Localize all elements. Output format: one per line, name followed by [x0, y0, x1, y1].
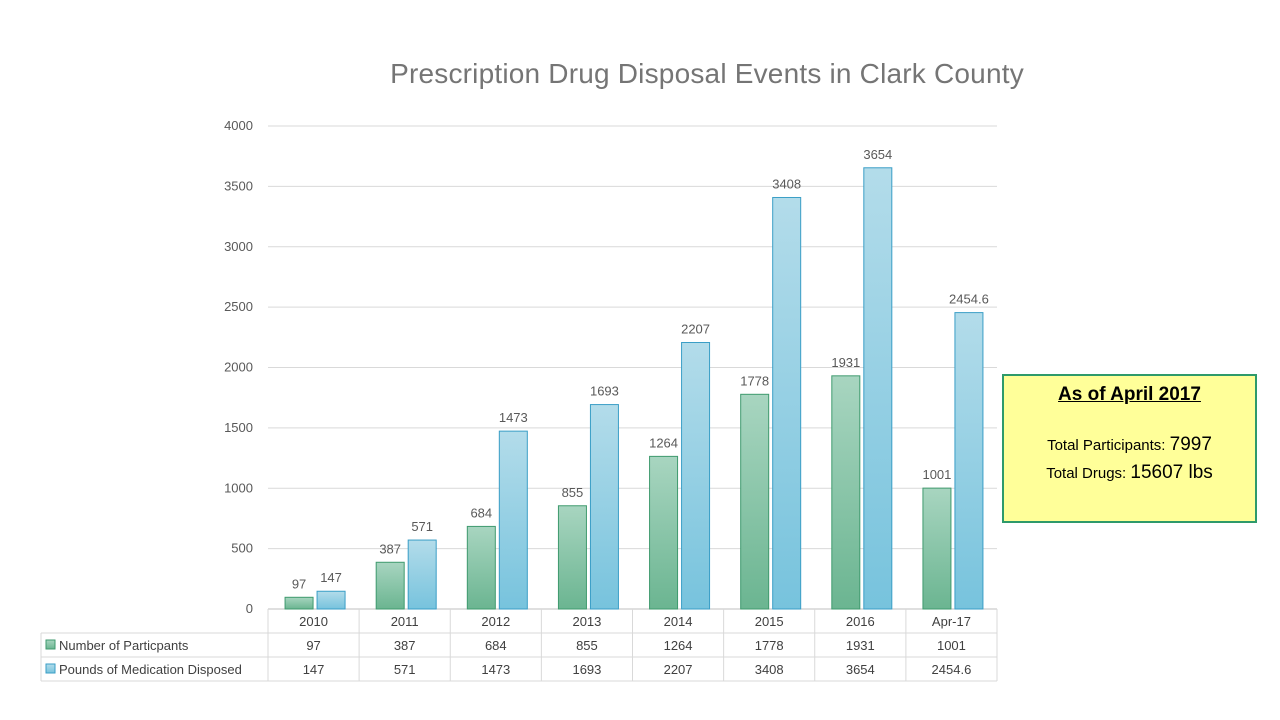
- y-tick-label: 0: [246, 601, 253, 616]
- table-cell: 1778: [755, 638, 784, 653]
- x-tick-label: 2011: [391, 614, 419, 629]
- summary-heading: As of April 2017: [1058, 384, 1201, 405]
- table-cell: 1693: [572, 662, 601, 677]
- x-tick-label: Apr-17: [932, 614, 971, 629]
- table-cell: 855: [576, 638, 598, 653]
- data-label: 2454.6: [949, 292, 989, 307]
- table-cell: 2207: [664, 662, 693, 677]
- y-tick-label: 1000: [224, 480, 253, 495]
- table-cell: 684: [485, 638, 507, 653]
- x-tick-label: 2015: [755, 614, 784, 629]
- total-participants-value: 7997: [1169, 434, 1212, 455]
- bar-pounds: [498, 430, 528, 610]
- total-drugs-label: Total Drugs:: [1046, 465, 1131, 482]
- bar-pounds: [863, 167, 893, 610]
- y-tick-label: 2000: [224, 360, 253, 375]
- total-participants-label: Total Participants:: [1047, 437, 1170, 454]
- total-participants: Total Participants: 7997: [1004, 434, 1255, 456]
- bar-participants: [649, 455, 679, 610]
- data-label: 147: [320, 570, 342, 585]
- legend-label: Pounds of Medication Disposed: [59, 662, 242, 677]
- table-cell: 147: [303, 662, 325, 677]
- data-label: 1931: [831, 355, 860, 370]
- y-tick-label: 2500: [224, 299, 253, 314]
- table-cell: 571: [394, 662, 416, 677]
- bar-pounds: [681, 342, 711, 610]
- table-cell: 2454.6: [932, 662, 972, 677]
- bar-participants: [466, 525, 496, 610]
- table-cell: 1001: [937, 638, 966, 653]
- data-label: 3408: [772, 176, 801, 191]
- data-label: 855: [562, 485, 584, 500]
- x-tick-label: 2014: [664, 614, 693, 629]
- bar-pounds: [316, 590, 346, 610]
- table-cell: 3408: [755, 662, 784, 677]
- data-label: 1001: [922, 467, 951, 482]
- total-drugs: Total Drugs: 15607 lbs: [1004, 462, 1255, 484]
- bar-participants: [831, 375, 861, 610]
- x-tick-label: 2012: [481, 614, 510, 629]
- table-cell: 1264: [664, 638, 693, 653]
- bar-participants: [284, 596, 314, 610]
- bar-participants: [557, 505, 587, 610]
- table-cell: 387: [394, 638, 416, 653]
- bar-pounds: [954, 312, 984, 610]
- table-cell: 1473: [481, 662, 510, 677]
- y-tick-label: 3500: [224, 178, 253, 193]
- bar-pounds: [407, 539, 437, 610]
- y-tick-label: 4000: [224, 118, 253, 133]
- y-tick-label: 500: [231, 541, 253, 556]
- summary-box: As of April 2017 Total Participants: 799…: [1002, 374, 1257, 523]
- data-label: 684: [470, 505, 492, 520]
- x-tick-label: 2010: [299, 614, 328, 629]
- data-label: 387: [379, 541, 401, 556]
- y-tick-label: 3000: [224, 239, 253, 254]
- data-label: 97: [292, 576, 306, 591]
- table-cell: 1931: [846, 638, 875, 653]
- bar-pounds: [589, 404, 619, 610]
- legend-key-participants: [45, 639, 56, 650]
- chart-title: Prescription Drug Disposal Events in Cla…: [390, 58, 1024, 89]
- bar-pounds: [772, 196, 802, 610]
- data-label: 1693: [590, 384, 619, 399]
- bar-participants: [922, 487, 952, 610]
- y-tick-label: 1500: [224, 420, 253, 435]
- x-tick-label: 2013: [572, 614, 601, 629]
- data-label: 2207: [681, 322, 710, 337]
- data-label: 1264: [649, 435, 678, 450]
- bar-participants: [740, 393, 770, 610]
- legend-label: Number of Particpants: [59, 638, 189, 653]
- data-label: 3654: [863, 147, 892, 162]
- data-label: 1778: [740, 373, 769, 388]
- data-label: 571: [411, 519, 433, 534]
- legend-key-pounds: [45, 663, 56, 674]
- table-cell: 97: [306, 638, 320, 653]
- total-drugs-value: 15607 lbs: [1130, 462, 1213, 483]
- data-label: 1473: [499, 410, 528, 425]
- bar-participants: [375, 561, 405, 610]
- x-tick-label: 2016: [846, 614, 875, 629]
- table-cell: 3654: [846, 662, 875, 677]
